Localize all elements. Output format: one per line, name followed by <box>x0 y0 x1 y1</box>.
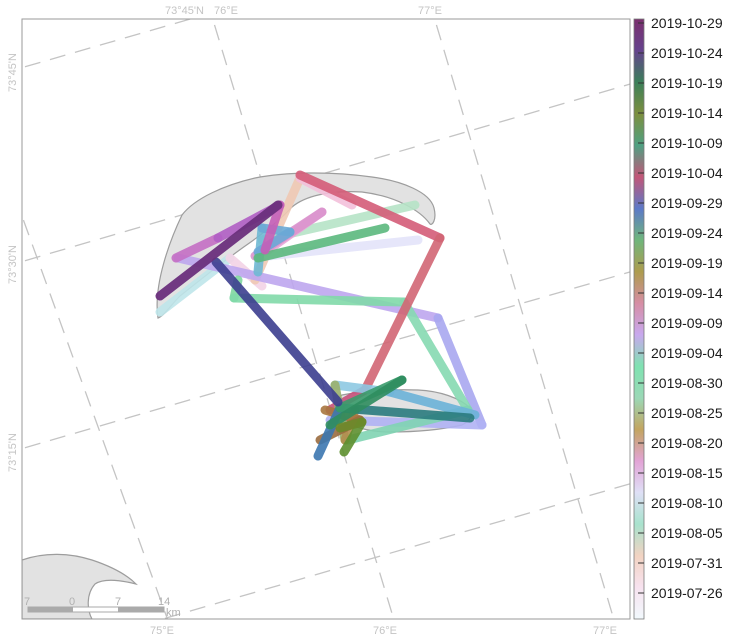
colorbar-ramp <box>633 18 645 620</box>
scale-label-7-left: 7 <box>24 596 30 608</box>
track-segment <box>399 297 473 415</box>
graticule-meridian-75e <box>22 214 169 619</box>
legend-date-label: 2019-10-19 <box>651 75 723 91</box>
left-tick-73-15n: 73°15'N <box>7 433 19 472</box>
top-tick-76e: 76°E <box>214 5 238 17</box>
legend-date-label: 2019-10-04 <box>651 165 723 181</box>
track-segment <box>360 233 445 395</box>
legend-date-label: 2019-07-26 <box>651 585 723 601</box>
scale-label-7-right: 7 <box>115 596 121 608</box>
track-segment <box>211 257 343 407</box>
legend-date-label: 2019-08-30 <box>651 375 723 391</box>
legend-date-label: 2019-08-05 <box>651 525 723 541</box>
graticule-parallel-73-45 <box>22 19 193 69</box>
left-tick-73-45n: 73°45'N <box>7 53 19 92</box>
legend-date-label: 2019-08-25 <box>651 405 723 421</box>
legend-date-label: 2019-10-14 <box>651 105 723 121</box>
legend-date-label: 2019-10-09 <box>651 135 723 151</box>
legend-date-label: 2019-08-20 <box>651 435 723 451</box>
legend-date-label: 2019-08-10 <box>651 495 723 511</box>
scale-label-0: 0 <box>69 596 75 608</box>
legend-date-label: 2019-09-29 <box>651 195 723 211</box>
map-panel <box>22 19 630 619</box>
track-segment <box>260 200 285 255</box>
top-tick-77e: 77°E <box>418 5 442 17</box>
track-segment <box>433 313 487 430</box>
scale-unit: km <box>166 607 181 619</box>
graticule-parallel-73-00 <box>160 483 630 619</box>
southwest-coast <box>22 553 138 619</box>
track-segment <box>325 375 407 430</box>
track-segment <box>335 417 367 433</box>
bottom-tick-76e: 76°E <box>373 625 397 637</box>
top-tick-73-45n: 73°45'N <box>165 5 204 17</box>
left-tick-73-30n: 73°30'N <box>7 245 19 284</box>
date-colorbar: 2019-10-29 2019-10-24 2019-10-19 2019-10-14… <box>633 15 723 620</box>
scale-bar: 7 0 7 14 km <box>24 596 181 619</box>
track-segment <box>253 223 390 263</box>
scale-label-14: 14 <box>158 596 170 608</box>
legend-date-label: 2019-09-09 <box>651 315 723 331</box>
graticule-meridian-76e <box>212 19 395 619</box>
legend-date-label: 2019-09-04 <box>651 345 723 361</box>
legend-date-label: 2019-07-31 <box>651 555 723 571</box>
track-segment <box>171 233 223 263</box>
track-segment <box>385 387 480 420</box>
track-segment <box>229 293 409 307</box>
bottom-tick-75e: 75°E <box>150 625 174 637</box>
legend-date-label: 2019-10-24 <box>651 45 723 61</box>
legend-date-label: 2019-08-15 <box>651 465 723 481</box>
graticule-meridian-77e <box>433 19 615 619</box>
bottom-tick-77e: 77°E <box>593 625 617 637</box>
map-frame <box>21 18 631 620</box>
track-segment <box>295 170 445 243</box>
legend-date-label: 2019-10-29 <box>651 15 723 31</box>
legend-date-label: 2019-09-24 <box>651 225 723 241</box>
legend-date-label: 2019-09-14 <box>651 285 723 301</box>
trajectory <box>155 170 487 461</box>
track-segment <box>155 200 283 301</box>
legend-date-label: 2019-09-19 <box>651 255 723 271</box>
